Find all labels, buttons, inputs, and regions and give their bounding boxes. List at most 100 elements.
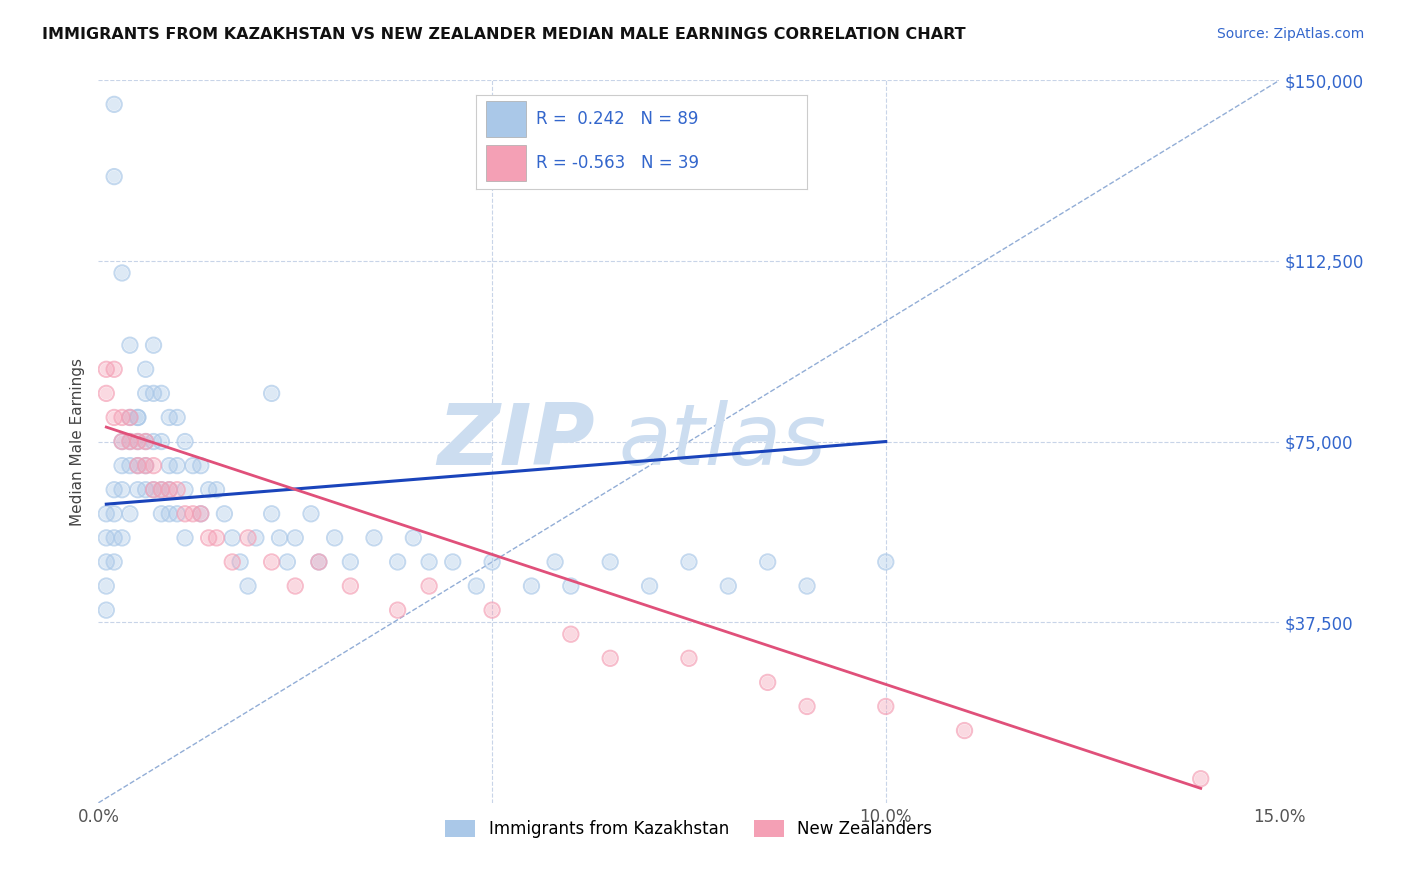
Point	[166, 410, 188, 425]
Point	[96, 603, 118, 617]
Point	[323, 531, 346, 545]
Point	[103, 483, 125, 497]
Point	[174, 531, 197, 545]
Text: IMMIGRANTS FROM KAZAKHSTAN VS NEW ZEALANDER MEDIAN MALE EARNINGS CORRELATION CHA: IMMIGRANTS FROM KAZAKHSTAN VS NEW ZEALAN…	[42, 27, 966, 42]
Point	[418, 555, 440, 569]
Point	[308, 555, 330, 569]
Point	[127, 458, 149, 473]
Point	[111, 410, 134, 425]
Point	[560, 627, 582, 641]
Point	[103, 555, 125, 569]
Point	[118, 410, 141, 425]
Point	[157, 507, 180, 521]
Point	[118, 434, 141, 449]
Point	[135, 483, 157, 497]
Point	[197, 531, 219, 545]
Point	[103, 362, 125, 376]
Point	[953, 723, 976, 738]
Point	[599, 651, 621, 665]
Point	[127, 434, 149, 449]
Point	[166, 458, 188, 473]
Point	[157, 458, 180, 473]
Point	[111, 434, 134, 449]
Point	[221, 531, 243, 545]
Point	[181, 507, 204, 521]
Point	[142, 338, 165, 352]
Point	[260, 507, 283, 521]
Point	[181, 507, 204, 521]
Point	[96, 386, 118, 401]
Point	[599, 555, 621, 569]
Point	[118, 410, 141, 425]
Point	[190, 458, 212, 473]
Point	[205, 483, 228, 497]
Point	[157, 458, 180, 473]
Point	[229, 555, 252, 569]
Point	[142, 434, 165, 449]
Point	[135, 434, 157, 449]
Point	[127, 410, 149, 425]
Point	[96, 362, 118, 376]
Point	[96, 555, 118, 569]
Point	[339, 555, 361, 569]
Point	[103, 507, 125, 521]
Point	[441, 555, 464, 569]
Point	[221, 555, 243, 569]
Text: Source: ZipAtlas.com: Source: ZipAtlas.com	[1216, 27, 1364, 41]
Point	[418, 579, 440, 593]
Point	[127, 483, 149, 497]
Point	[174, 434, 197, 449]
Point	[174, 434, 197, 449]
Point	[197, 483, 219, 497]
Point	[387, 555, 409, 569]
Point	[111, 458, 134, 473]
Point	[197, 531, 219, 545]
Point	[1189, 772, 1212, 786]
Point	[118, 507, 141, 521]
Point	[111, 531, 134, 545]
Point	[142, 386, 165, 401]
Point	[157, 483, 180, 497]
Point	[127, 434, 149, 449]
Point	[174, 531, 197, 545]
Point	[323, 531, 346, 545]
Point	[118, 507, 141, 521]
Point	[157, 483, 180, 497]
Point	[418, 579, 440, 593]
Point	[150, 434, 173, 449]
Point	[756, 555, 779, 569]
Point	[142, 434, 165, 449]
Point	[135, 434, 157, 449]
Point	[796, 579, 818, 593]
Point	[205, 531, 228, 545]
Point	[560, 579, 582, 593]
Point	[96, 362, 118, 376]
Point	[756, 675, 779, 690]
Point	[135, 434, 157, 449]
Point	[339, 579, 361, 593]
Point	[221, 555, 243, 569]
Point	[276, 555, 298, 569]
Point	[96, 507, 118, 521]
Point	[229, 555, 252, 569]
Point	[599, 555, 621, 569]
Point	[308, 555, 330, 569]
Point	[299, 507, 322, 521]
Point	[127, 434, 149, 449]
Point	[284, 579, 307, 593]
Point	[756, 555, 779, 569]
Point	[142, 458, 165, 473]
Point	[127, 410, 149, 425]
Point	[205, 483, 228, 497]
Point	[118, 458, 141, 473]
Point	[135, 458, 157, 473]
Y-axis label: Median Male Earnings: Median Male Earnings	[69, 358, 84, 525]
Point	[142, 386, 165, 401]
Point	[717, 579, 740, 593]
Point	[481, 603, 503, 617]
Point	[875, 699, 897, 714]
Point	[236, 579, 259, 593]
Point	[96, 531, 118, 545]
Point	[103, 483, 125, 497]
Point	[308, 555, 330, 569]
